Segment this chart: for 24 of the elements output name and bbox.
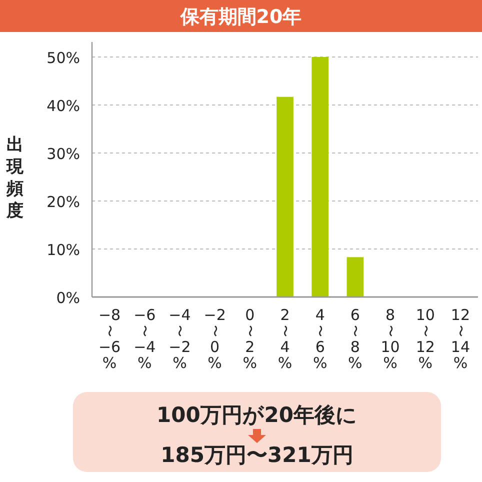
x-tick-label: 10〜12% <box>416 306 435 372</box>
text: 100万円が20年後に <box>156 403 358 427</box>
text: 185万円〜321万円 <box>160 443 354 467</box>
x-tick-label: −2〜0% <box>204 306 226 372</box>
bar <box>276 96 294 297</box>
y-tick-label: 50% <box>46 49 80 67</box>
x-tick-label: 4〜6% <box>312 306 328 372</box>
x-tick-label: −6〜−4% <box>134 306 156 372</box>
x-tick-label: 12〜14% <box>450 306 470 372</box>
y-tick-label: 40% <box>46 97 80 115</box>
y-tick-label: 10% <box>46 241 80 259</box>
chart-title: 保有期間20年 <box>179 6 302 28</box>
x-tick-label: 2〜4% <box>278 306 292 372</box>
bar <box>312 57 329 297</box>
bar <box>346 257 364 297</box>
x-tick-label: 8〜10% <box>380 306 400 372</box>
y-tick-label: 0% <box>56 289 80 307</box>
y-axis-title: 出現頻度 <box>6 135 24 221</box>
x-tick-label: −4〜−2% <box>168 306 191 372</box>
x-tick-label: 0〜2% <box>242 306 258 372</box>
y-tick-label: 30% <box>46 145 80 163</box>
x-tick-label: −8〜−6% <box>98 306 121 372</box>
x-tick-label: 6〜8% <box>348 306 362 372</box>
y-tick-label: 20% <box>46 193 80 211</box>
